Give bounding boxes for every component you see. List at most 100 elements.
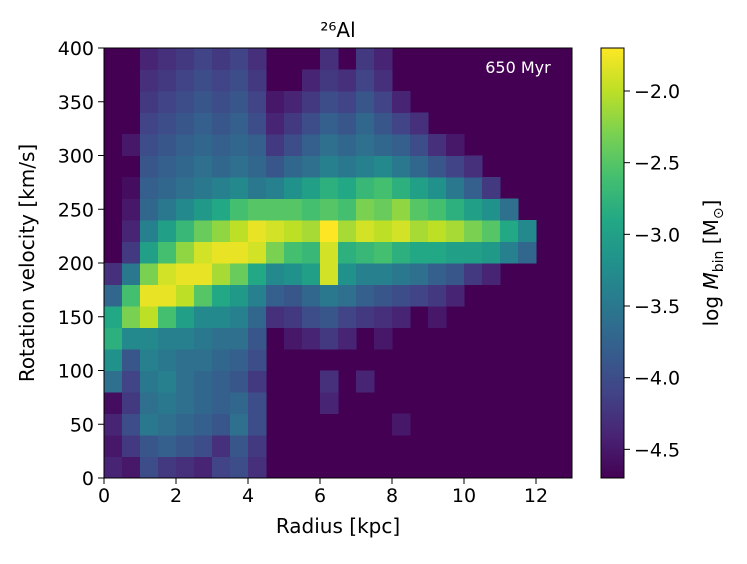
heatmap-cell [248, 112, 267, 135]
heatmap-cell [428, 198, 447, 221]
heatmap-cell [230, 69, 249, 92]
heatmap-cell [140, 327, 159, 350]
heatmap-cell [248, 91, 267, 113]
heatmap-cell [302, 155, 321, 178]
heatmap-cell [410, 134, 429, 156]
heatmap-cell [122, 349, 141, 371]
heatmap-cell [266, 263, 285, 285]
heatmap-cell [356, 69, 375, 92]
heatmap-cell [410, 112, 429, 135]
heatmap-cell [248, 349, 267, 371]
heatmap-cell [428, 284, 447, 307]
heatmap-cell [140, 112, 159, 135]
heatmap-cell [428, 177, 447, 199]
heatmap-cell [356, 263, 375, 285]
heatmap-cell [338, 177, 357, 199]
heatmap-cell [140, 435, 159, 457]
heatmap-cell [248, 456, 267, 479]
heatmap-cell [266, 220, 285, 242]
heatmap-cell [212, 392, 231, 414]
heatmap-cell [122, 413, 141, 436]
y-tick-label: 200 [58, 253, 94, 275]
heatmap-cell [176, 349, 195, 371]
heatmap-cell [212, 48, 231, 70]
heatmap-cell [446, 198, 465, 221]
heatmap-cell [158, 91, 177, 113]
heatmap-cell [482, 220, 501, 242]
heatmap-cell [176, 91, 195, 113]
heatmap-cell [194, 435, 213, 457]
heatmap-cell [230, 134, 249, 156]
heatmap-cell [176, 413, 195, 436]
heatmap-cell [194, 134, 213, 156]
heatmap-cell [140, 155, 159, 178]
heatmap-cell [392, 413, 411, 436]
heatmap-cell [284, 91, 303, 113]
heatmap-cell [446, 155, 465, 178]
heatmap-cell [104, 370, 123, 393]
heatmap-cell [122, 392, 141, 414]
heatmap-cell [356, 241, 375, 264]
heatmap-cell [392, 155, 411, 178]
heatmap-cell [194, 69, 213, 92]
heatmap-cell [392, 198, 411, 221]
heatmap-cell [158, 177, 177, 199]
heatmap-cell [464, 220, 483, 242]
colorbar-label-part: [M [699, 219, 723, 250]
heatmap-cell [338, 155, 357, 178]
heatmap-cell [194, 327, 213, 350]
heatmap-cell [392, 263, 411, 285]
heatmap-cell [464, 177, 483, 199]
heatmap-cell [320, 241, 339, 264]
heatmap-cell [446, 284, 465, 307]
colorbar-tick-label: −4.0 [634, 368, 680, 390]
heatmap-cell [302, 198, 321, 221]
heatmap-cell [266, 91, 285, 113]
heatmap-cell [158, 155, 177, 178]
heatmap-cell [140, 177, 159, 199]
heatmap-cell [320, 370, 339, 393]
heatmap-cell [158, 220, 177, 242]
heatmap-cell [248, 155, 267, 178]
y-tick-label: 250 [58, 199, 94, 221]
heatmap-cell [122, 284, 141, 307]
heatmap-cell [140, 263, 159, 285]
heatmap-cell [356, 48, 375, 70]
heatmap-cell [356, 198, 375, 221]
heatmap-cell [482, 177, 501, 199]
heatmap-cell [230, 241, 249, 264]
heatmap-cell [158, 198, 177, 221]
y-tick-label: 350 [58, 92, 94, 114]
heatmap-cell [320, 284, 339, 307]
colorbar-label-part: log [699, 290, 723, 327]
heatmap-cell [122, 220, 141, 242]
heatmap-cell [158, 435, 177, 457]
heatmap-cell [266, 241, 285, 264]
heatmap-cell [248, 241, 267, 264]
heatmap-cell [482, 198, 501, 221]
heatmap-cell [122, 456, 141, 479]
colorbar-tick-label: −3.0 [634, 224, 680, 246]
heatmap-cell [356, 284, 375, 307]
heatmap-cell [122, 306, 141, 328]
heatmap-cell [356, 306, 375, 328]
heatmap-cell [320, 306, 339, 328]
heatmap-cell [410, 177, 429, 199]
heatmap-cell [140, 456, 159, 479]
y-tick-label: 400 [58, 38, 94, 60]
heatmap-cell [158, 134, 177, 156]
heatmap-cell [104, 413, 123, 436]
heatmap-cell [284, 263, 303, 285]
heatmap-cell [194, 198, 213, 221]
heatmap-cell [194, 306, 213, 328]
heatmap-cell [176, 241, 195, 264]
heatmap-cell [410, 155, 429, 178]
heatmap-cell [284, 155, 303, 178]
heatmap-cell [338, 69, 357, 92]
heatmap-cell [410, 284, 429, 307]
heatmap-cell [500, 241, 519, 264]
x-axis-label: Radius [kpc] [276, 514, 400, 538]
heatmap-cell [194, 241, 213, 264]
